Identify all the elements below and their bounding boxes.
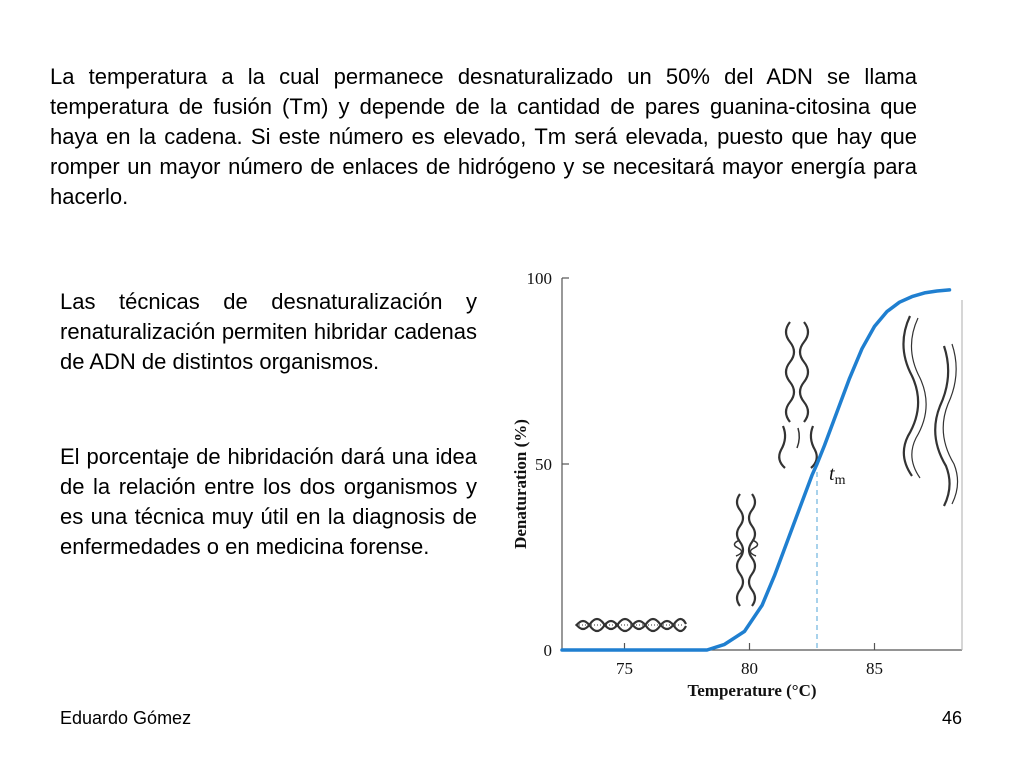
x-tick-label: 80 [741, 659, 758, 678]
dna-double-helix-icon [575, 617, 687, 633]
y-tick-label: 100 [527, 269, 553, 288]
x-axis-title: Temperature (°C) [687, 681, 816, 700]
page-number: 46 [942, 708, 963, 728]
tm-annotation-subscript: m [835, 473, 846, 488]
x-tick-label: 75 [616, 659, 633, 678]
dna-single-strands-icon [902, 315, 959, 507]
paragraph-hybridization-techniques: Las técnicas de desnaturalización y rena… [60, 289, 477, 374]
plot-axes [561, 278, 963, 651]
footer-author: Eduardo Gómez [60, 708, 192, 728]
x-tick-label: 85 [866, 659, 883, 678]
y-tick-label: 50 [535, 455, 552, 474]
denaturation-curve [560, 288, 952, 652]
tm-annotation-symbol: t [829, 463, 835, 485]
x-axis-ticks: 75 80 85 [616, 643, 883, 678]
denaturation-chart: 0 50 100 75 80 85 tm Temperature (°C) Denatu… [511, 269, 963, 700]
paragraph-hybridization-percentage: El porcentaje de hibridación dará una id… [60, 444, 477, 559]
tm-annotation-label: tm [829, 463, 846, 488]
y-tick-label: 0 [544, 641, 553, 660]
y-axis-title: Denaturation (%) [511, 419, 530, 549]
dna-unwinding-icon [778, 321, 818, 469]
paragraph-tm-definition: La temperatura a la cual permanece desna… [50, 64, 917, 209]
y-axis-ticks: 0 50 100 [527, 269, 569, 660]
dna-partially-melted-icon [733, 493, 759, 607]
dna-illustrations [575, 315, 959, 633]
